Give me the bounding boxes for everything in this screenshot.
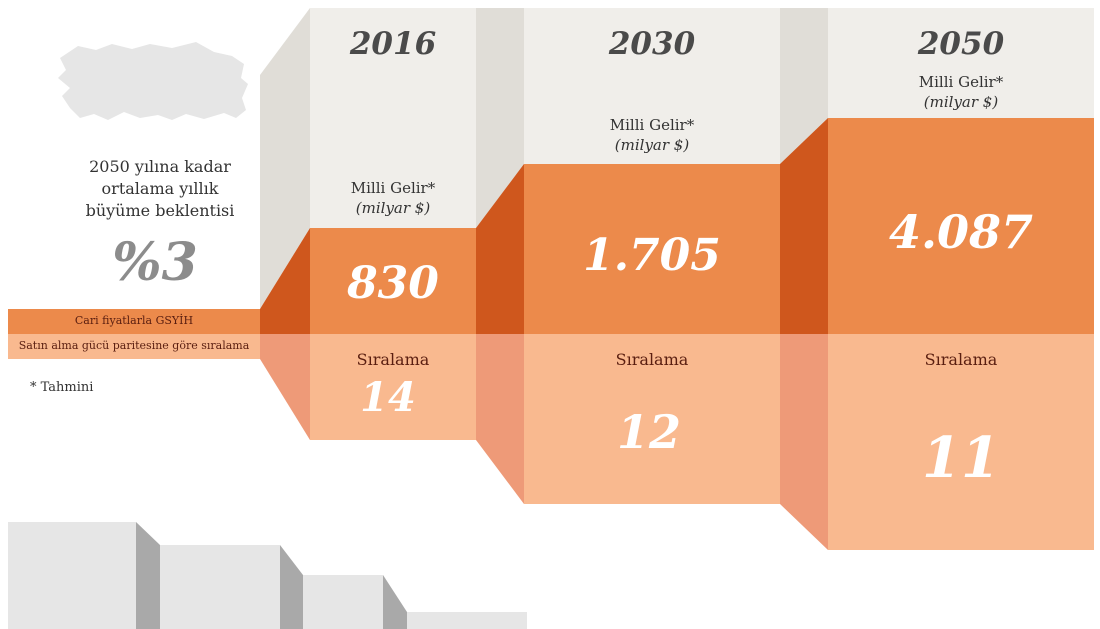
gdp-value-2030: 1.705 (583, 230, 721, 281)
growth-value: %3 (112, 232, 198, 293)
gray-step-4 (407, 612, 527, 629)
col2050-side-mid (780, 118, 828, 334)
rank-label-2050: Sıralama (924, 350, 998, 369)
metric-label-2016: Milli Gelir* (milyar $) (310, 178, 476, 218)
metric-unit-2050: (milyar $) (923, 93, 999, 111)
col2030-side-bottom (476, 334, 524, 504)
rank-value-2050: 11 (922, 425, 1000, 491)
gray-step-3 (303, 575, 383, 629)
footnote: * Tahmini (30, 380, 94, 395)
ppp-band (8, 334, 260, 359)
metric-label-2030: Milli Gelir* (milyar $) (524, 115, 780, 155)
rank-value-2030: 12 (616, 405, 681, 459)
gdp-band (8, 309, 260, 334)
col2016-side-mid (260, 228, 310, 334)
col2050-top (828, 8, 1094, 118)
metric-unit-2030: (milyar $) (614, 136, 690, 154)
metric-label-text-2016: Milli Gelir* (350, 179, 436, 197)
col2050-mid (828, 118, 1094, 334)
col2016-top (310, 8, 476, 228)
growth-text-line3: büyüme beklentisi (85, 201, 235, 220)
rank-label-2016: Sıralama (356, 350, 430, 369)
year-2016: 2016 (349, 26, 437, 62)
col2016-side-top (260, 8, 310, 309)
rank-value-2016: 14 (360, 374, 416, 421)
col2030-mid (524, 164, 780, 334)
gray-step-3-side (383, 575, 407, 629)
ppp-band-label: Satın alma gücü paritesine göre sıralama (18, 339, 250, 352)
col2030-bottom (524, 334, 780, 504)
gdp-value-2050: 4.087 (888, 205, 1034, 259)
growth-text: 2050 yılına kadar ortalama yıllık büyüme… (60, 156, 260, 222)
gray-step-1 (8, 522, 136, 629)
growth-text-line1: 2050 yılına kadar (89, 157, 231, 176)
year-2030: 2030 (608, 26, 696, 62)
metric-label-text-2050: Milli Gelir* (918, 73, 1004, 91)
gray-step-2 (160, 545, 280, 629)
metric-label-text-2030: Milli Gelir* (609, 116, 695, 134)
gray-step-2-side (280, 545, 303, 629)
gdp-band-label: Cari fiyatlarla GSYİH (74, 314, 194, 327)
growth-text-line2: ortalama yıllık (101, 179, 219, 198)
col2050-side-bottom (780, 334, 828, 550)
gray-step-1-side (136, 522, 160, 629)
col2030-side-mid (476, 164, 524, 334)
col2050-bottom (828, 334, 1094, 550)
col2016-bottom (310, 334, 476, 440)
gdp-value-2016: 830 (347, 258, 439, 309)
col2016-mid (310, 228, 476, 334)
col2016-side-bottom (260, 334, 310, 440)
year-2050: 2050 (917, 26, 1005, 62)
metric-unit-2016: (milyar $) (355, 199, 431, 217)
rank-label-2030: Sıralama (615, 350, 689, 369)
turkey-map-icon (58, 42, 248, 120)
col2030-top (524, 8, 780, 164)
metric-label-2050: Milli Gelir* (milyar $) (828, 72, 1094, 112)
